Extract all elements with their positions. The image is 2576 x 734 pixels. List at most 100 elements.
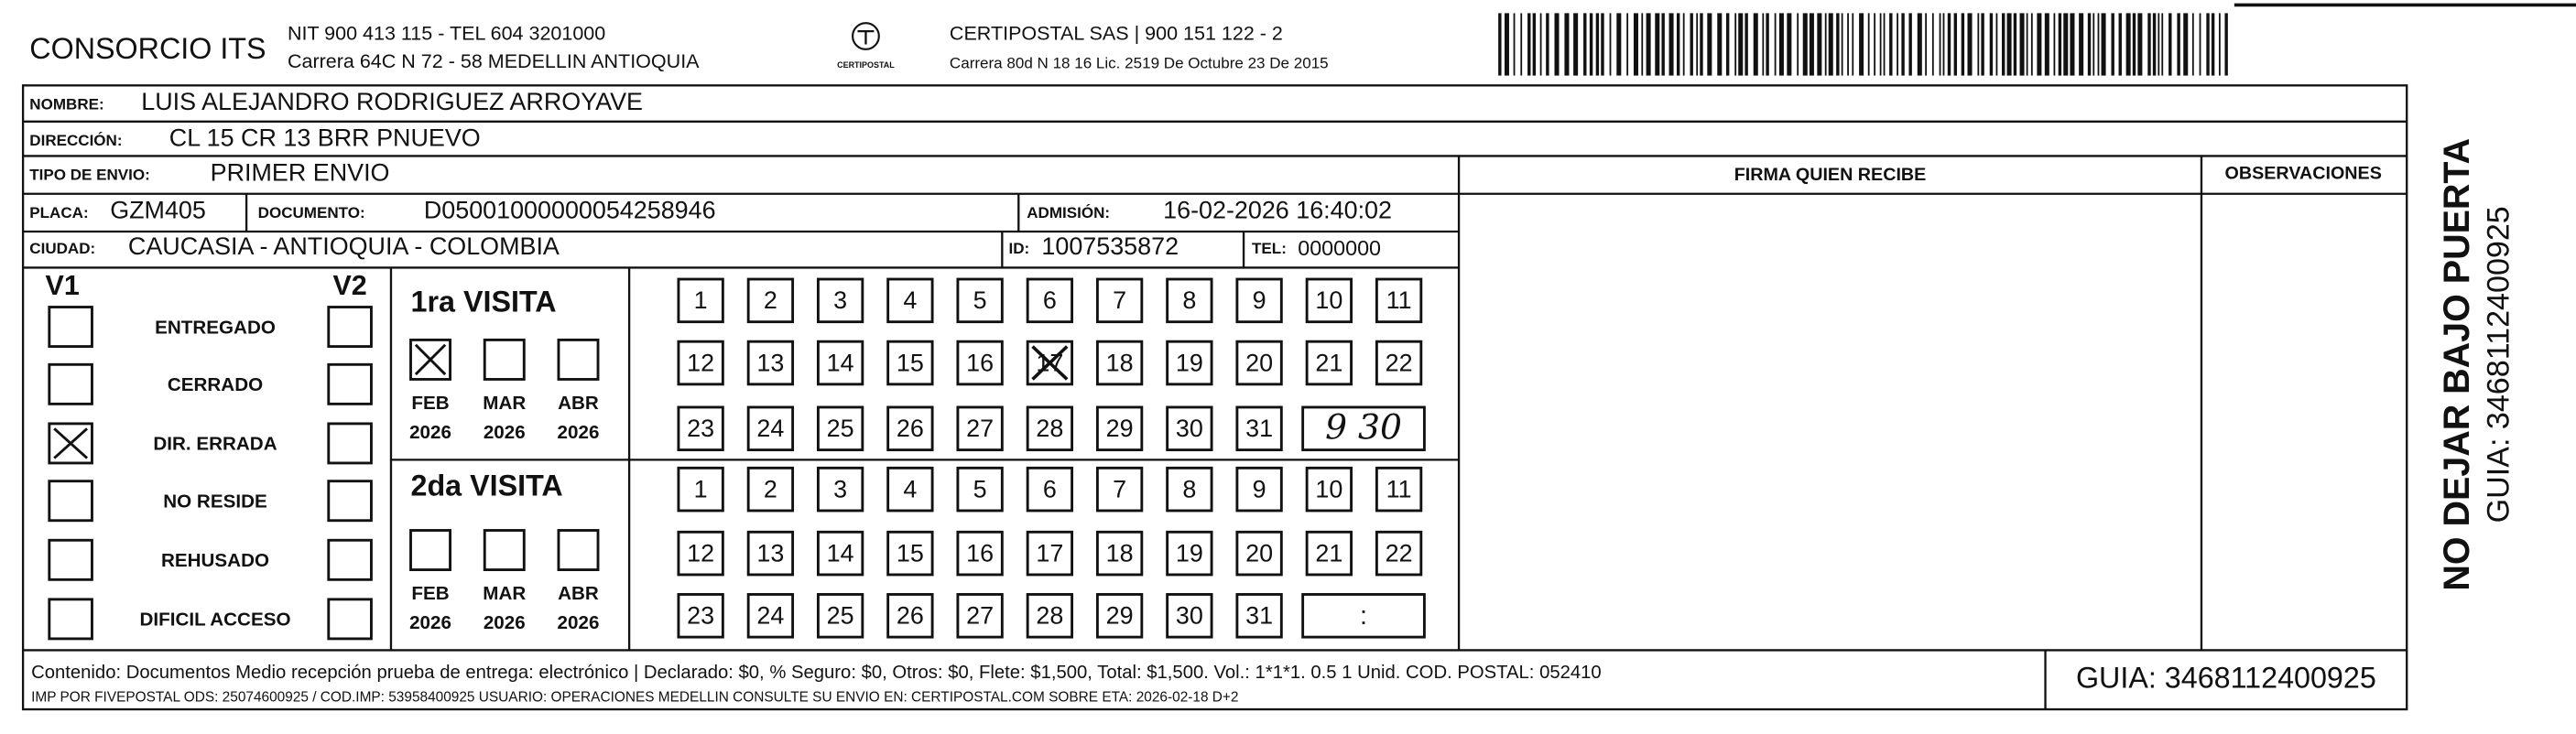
- status-label: CERRADO: [168, 374, 263, 395]
- day-box: [1166, 466, 1213, 513]
- day-number: 27: [966, 415, 994, 442]
- day-number: 26: [897, 415, 924, 442]
- barcode-bar: [1859, 13, 1864, 76]
- day-box: [1095, 277, 1144, 324]
- barcode-bar: [1925, 13, 1928, 76]
- day-number: 6: [1043, 286, 1057, 314]
- v1-box: [48, 538, 93, 581]
- day-box: [956, 466, 1004, 513]
- company: CONSORCIO ITS: [29, 32, 266, 65]
- month-label: ABR: [558, 583, 599, 604]
- day-box: [956, 277, 1004, 324]
- barcode-bar: [1995, 13, 1998, 76]
- day-number: 22: [1386, 349, 1413, 376]
- city: CAUCASIA - ANTIOQUIA - COLOMBIA: [128, 232, 560, 260]
- day-number: 4: [903, 476, 917, 503]
- barcode-bar: [2218, 13, 2221, 76]
- barcode-bar: [1947, 13, 1951, 76]
- status-label: DIR. ERRADA: [153, 434, 277, 455]
- nit: NIT 900 413 115 - TEL 604 3201000: [288, 22, 605, 44]
- barcode-bar: [2063, 13, 2069, 76]
- month-box: [557, 338, 600, 381]
- day-box: [746, 405, 795, 452]
- barcode-bar: [2147, 13, 2151, 76]
- day-number: 24: [756, 602, 784, 630]
- day-number: 25: [827, 415, 854, 442]
- barcode-bar: [1787, 13, 1792, 76]
- v1-box: [48, 598, 93, 641]
- name-label: NOMBRE:: [29, 95, 103, 113]
- barcode-bar: [2044, 13, 2049, 76]
- barcode-bar: [1573, 13, 1579, 76]
- check-mark: [53, 427, 89, 459]
- day-number: 16: [966, 349, 994, 376]
- barcode-bar: [1874, 13, 1876, 76]
- day-box: [1375, 340, 1423, 386]
- signature-label: FIRMA QUIEN RECIBE: [1734, 165, 1927, 185]
- barcode-bar: [1989, 13, 1994, 76]
- barcode-bar: [1762, 13, 1765, 76]
- footer-print-info: IMP POR FIVEPOSTAL ODS: 25074600925 / CO…: [31, 690, 1238, 706]
- company-address: Carrera 64C N 72 - 58 MEDELLIN ANTIOQUIA: [288, 50, 700, 72]
- day-number: 14: [827, 540, 854, 567]
- day-number: 30: [1176, 415, 1203, 442]
- observations-label: OBSERVACIONES: [2225, 163, 2382, 183]
- day-number: 2: [764, 476, 777, 503]
- barcode-bar: [1554, 13, 1560, 76]
- month-label: MAR: [483, 393, 526, 414]
- barcode-bar: [2070, 13, 2075, 76]
- year-label: 2026: [558, 422, 600, 443]
- plate: GZM405: [110, 197, 206, 224]
- day-box: [1235, 277, 1283, 324]
- barcode-bar: [1626, 13, 1629, 76]
- barcode-bar: [1753, 13, 1758, 76]
- barcode-bar: [1901, 13, 1905, 76]
- barcode-bar: [2152, 13, 2157, 76]
- day-number: 3: [833, 286, 847, 314]
- barcode-bar: [1725, 13, 1730, 76]
- day-box: [1305, 340, 1353, 386]
- day-box: [1095, 593, 1144, 639]
- day-box: [1375, 466, 1423, 513]
- barcode-bar: [2137, 13, 2143, 76]
- v1-box: [48, 362, 93, 405]
- day-number: 12: [687, 540, 714, 567]
- id: 1007535872: [1041, 232, 1179, 260]
- day-number: 2: [764, 286, 777, 314]
- barcode-bar: [1707, 13, 1712, 76]
- footer-guide: GUIA: 3468112400925: [2076, 661, 2376, 694]
- day-box: [1095, 530, 1144, 577]
- day-number: 29: [1106, 602, 1134, 630]
- barcode-bar: [1539, 13, 1542, 76]
- day-box: [886, 340, 934, 386]
- barcode-bar: [1977, 13, 1980, 76]
- barcode-bar: [1836, 13, 1840, 76]
- v2-box: [327, 362, 373, 405]
- type: PRIMER ENVIO: [211, 158, 390, 186]
- day-number: 15: [897, 349, 924, 376]
- name: LUIS ALEJANDRO RODRIGUEZ ARROYAVE: [141, 88, 643, 115]
- day-number: 7: [1113, 476, 1126, 503]
- barcode-bar: [1889, 13, 1893, 76]
- barcode-bar: [2101, 13, 2106, 76]
- barcode-bar: [1498, 13, 1502, 76]
- v2-box: [327, 306, 373, 349]
- day-box: [886, 466, 934, 513]
- day-number: 10: [1315, 476, 1342, 503]
- barcode-bar: [2006, 13, 2012, 76]
- barcode-bar: [1583, 13, 1587, 76]
- day-number: 8: [1182, 286, 1196, 314]
- barcode-bar: [2125, 13, 2131, 76]
- barcode-bar: [2191, 13, 2194, 76]
- barcode-bar: [2079, 13, 2084, 76]
- admission: 16-02-2026 16:40:02: [1163, 197, 1392, 224]
- day-number: 8: [1182, 476, 1196, 503]
- address: CL 15 CR 13 BRR PNUEVO: [169, 124, 481, 152]
- barcode-bar: [1734, 13, 1737, 76]
- barcode-bar: [2161, 13, 2164, 76]
- day-box: [1235, 340, 1283, 386]
- day-box: [1375, 277, 1423, 324]
- day-number: 9: [1253, 286, 1266, 314]
